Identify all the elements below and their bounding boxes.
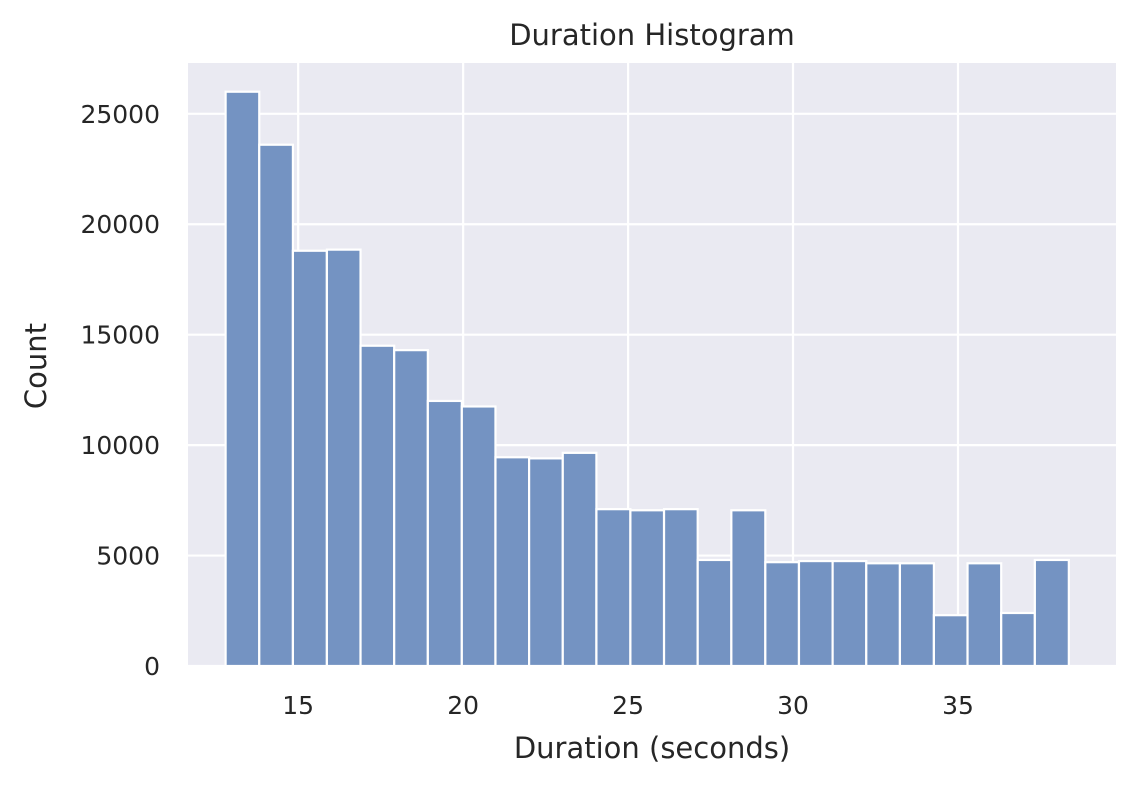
x-tick-label: 20 xyxy=(447,691,479,720)
x-axis-ticks: 15 20 25 30 35 xyxy=(282,691,974,720)
histogram-bar xyxy=(595,508,632,668)
y-tick-label: 20000 xyxy=(80,210,160,239)
x-axis-label: Duration (seconds) xyxy=(514,731,790,765)
histogram-bar xyxy=(764,561,801,668)
histogram-bar xyxy=(1000,611,1036,668)
histogram-bar xyxy=(291,249,328,668)
y-tick-label: 25000 xyxy=(80,100,160,129)
histogram-bar xyxy=(932,614,969,668)
histogram-bar xyxy=(865,562,902,668)
histogram-bar xyxy=(831,559,868,668)
chart-title: Duration Histogram xyxy=(509,18,795,52)
histogram-bar xyxy=(662,508,699,668)
histogram-bar xyxy=(393,349,429,668)
bar-group xyxy=(224,90,1070,668)
histogram-bar xyxy=(797,559,834,668)
histogram-bar xyxy=(561,451,598,668)
histogram-bar xyxy=(359,344,396,668)
histogram-bar xyxy=(325,248,362,668)
histogram-bar xyxy=(460,405,497,668)
y-axis-ticks: 0 5000 10000 15000 20000 25000 xyxy=(80,100,160,681)
histogram-bar xyxy=(898,562,935,668)
histogram-bar xyxy=(629,509,666,668)
histogram-bar xyxy=(258,143,295,668)
x-tick-label: 35 xyxy=(942,691,974,720)
y-tick-label: 5000 xyxy=(96,542,160,571)
y-tick-label: 10000 xyxy=(80,431,160,460)
histogram-bar xyxy=(730,509,767,668)
y-tick-label: 0 xyxy=(144,652,160,681)
x-tick-label: 15 xyxy=(282,691,314,720)
x-tick-label: 25 xyxy=(612,691,644,720)
histogram-bar xyxy=(426,399,463,668)
y-tick-label: 15000 xyxy=(80,321,160,350)
histogram-bar xyxy=(528,457,564,668)
histogram-bar xyxy=(224,90,261,668)
histogram-bar xyxy=(1033,558,1070,668)
x-tick-label: 30 xyxy=(777,691,809,720)
histogram-bar xyxy=(696,558,733,668)
y-axis-label: Count xyxy=(19,323,53,409)
histogram-bar xyxy=(494,456,531,668)
histogram-bar xyxy=(966,562,1003,668)
